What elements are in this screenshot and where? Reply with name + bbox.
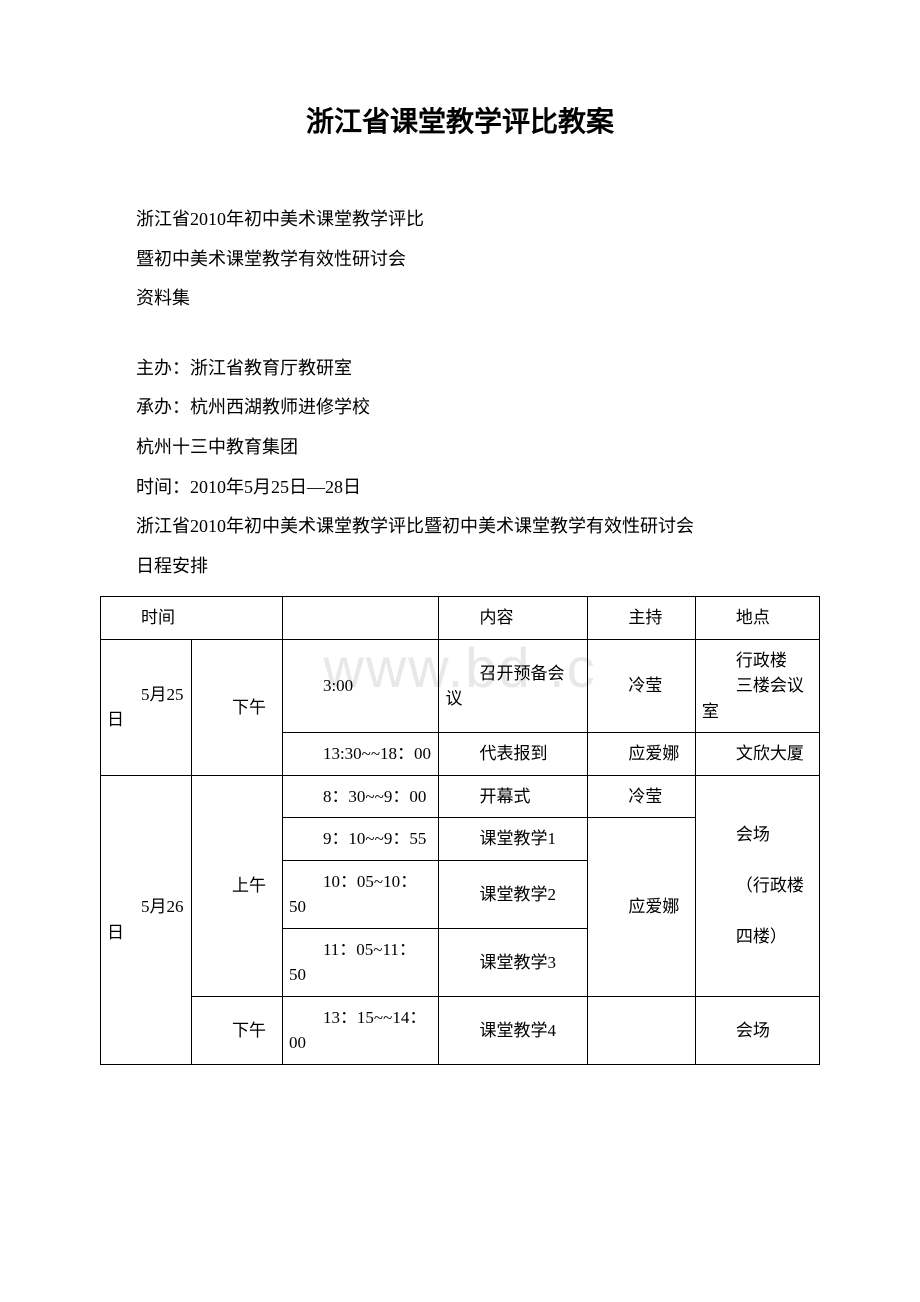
cell-date: 5月26日 — [101, 775, 192, 1064]
cell-period: 下午 — [191, 996, 282, 1064]
detail-line: 主办：浙江省教育厅教研室 — [100, 349, 820, 389]
cell-time: 13：15~~14：00 — [282, 996, 439, 1064]
cell-time: 10：05~10：50 — [282, 860, 439, 928]
header-host: 主持 — [588, 597, 696, 640]
cell-content: 代表报到 — [439, 733, 588, 776]
page-content: 浙江省课堂教学评比教案 浙江省2010年初中美术课堂教学评比 暨初中美术课堂教学… — [100, 100, 820, 1065]
cell-place: 会场 — [695, 996, 819, 1064]
detail-line: 时间：2010年5月25日—28日 — [100, 468, 820, 508]
cell-host — [588, 996, 696, 1064]
table-row: 5月25日 下午 3:00 召开预备会议 冷莹 行政楼 三楼会议室 — [101, 639, 820, 733]
detail-line: 日程安排 — [100, 547, 820, 587]
cell-content: 课堂教学4 — [439, 996, 588, 1064]
cell-place: 会场 （行政楼 四楼） — [695, 775, 819, 996]
table-row: 下午 13：15~~14：00 课堂教学4 会场 — [101, 996, 820, 1064]
cell-content: 课堂教学1 — [439, 818, 588, 861]
cell-period: 下午 — [191, 639, 282, 775]
detail-line: 杭州十三中教育集团 — [100, 428, 820, 468]
cell-date: 5月25日 — [101, 639, 192, 775]
cell-place: 行政楼 三楼会议室 — [695, 639, 819, 733]
cell-host: 冷莹 — [588, 639, 696, 733]
cell-host: 应爱娜 — [588, 818, 696, 997]
detail-line: 承办：杭州西湖教师进修学校 — [100, 388, 820, 428]
table-row: 5月26日 上午 8：30~~9：00 开幕式 冷莹 会场 （行政楼 四楼） — [101, 775, 820, 818]
cell-host: 冷莹 — [588, 775, 696, 818]
intro-block: 浙江省2010年初中美术课堂教学评比 暨初中美术课堂教学有效性研讨会 资料集 — [100, 200, 820, 319]
detail-line: 浙江省2010年初中美术课堂教学评比暨初中美术课堂教学有效性研讨会 — [100, 507, 820, 547]
table-header-row: 时间 内容 主持 地点 — [101, 597, 820, 640]
intro-line: 浙江省2010年初中美术课堂教学评比 — [100, 200, 820, 240]
cell-time: 11：05~11：50 — [282, 928, 439, 996]
cell-content: 课堂教学3 — [439, 928, 588, 996]
cell-content: 召开预备会议 — [439, 639, 588, 733]
cell-host: 应爱娜 — [588, 733, 696, 776]
cell-time: 3:00 — [282, 639, 439, 733]
intro-line: 资料集 — [100, 279, 820, 319]
header-place: 地点 — [695, 597, 819, 640]
schedule-table: 时间 内容 主持 地点 5月25日 下午 3:00 召开预备会议 冷莹 行政楼 … — [100, 596, 820, 1065]
cell-time: 8：30~~9：00 — [282, 775, 439, 818]
page-title: 浙江省课堂教学评比教案 — [100, 100, 820, 140]
cell-place: 文欣大厦 — [695, 733, 819, 776]
details-block: 主办：浙江省教育厅教研室 承办：杭州西湖教师进修学校 杭州十三中教育集团 时间：… — [100, 349, 820, 587]
cell-time: 13:30~~18：00 — [282, 733, 439, 776]
header-content: 内容 — [439, 597, 588, 640]
header-time: 时间 — [101, 597, 283, 640]
intro-line: 暨初中美术课堂教学有效性研讨会 — [100, 240, 820, 280]
cell-content: 课堂教学2 — [439, 860, 588, 928]
cell-content: 开幕式 — [439, 775, 588, 818]
cell-period: 上午 — [191, 775, 282, 996]
cell-time: 9：10~~9：55 — [282, 818, 439, 861]
